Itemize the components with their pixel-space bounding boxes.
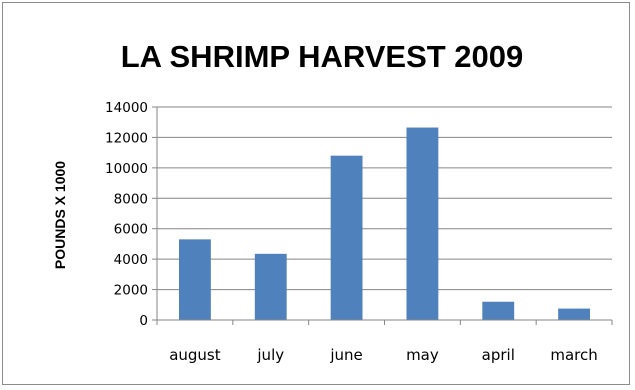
bar-july <box>254 253 287 320</box>
y-tick-label: 0 <box>139 313 148 329</box>
y-tick-label: 4000 <box>114 252 148 268</box>
y-tick-label: 2000 <box>114 283 148 299</box>
bar-may <box>406 127 439 321</box>
y-tick-label: 10000 <box>105 161 148 177</box>
y-tick-label: 6000 <box>114 222 148 238</box>
x-category-label: july <box>256 346 284 364</box>
x-category-label: june <box>329 346 362 364</box>
bars <box>178 127 591 321</box>
chart-frame <box>2 2 630 385</box>
y-axis-label: POUNDS X 1000 <box>52 161 68 269</box>
x-category-labels: august july june may april march <box>169 346 598 364</box>
gridlines <box>157 106 612 291</box>
bar-april <box>482 301 515 320</box>
x-category-label: may <box>406 346 439 364</box>
x-category-label: april <box>482 346 515 364</box>
y-tick-labels: 0 2000 4000 6000 8000 10000 12000 14000 <box>105 100 148 329</box>
axes <box>152 106 613 325</box>
bar-august <box>178 239 211 320</box>
x-category-label: march <box>550 346 597 364</box>
bar-june <box>330 155 363 320</box>
x-category-label: august <box>169 346 221 364</box>
bar-march <box>558 308 591 320</box>
chart-title: LA SHRIMP HARVEST 2009 <box>121 39 524 74</box>
y-tick-label: 8000 <box>114 191 148 207</box>
y-tick-label: 14000 <box>105 100 148 116</box>
y-tick-label: 12000 <box>105 130 148 146</box>
